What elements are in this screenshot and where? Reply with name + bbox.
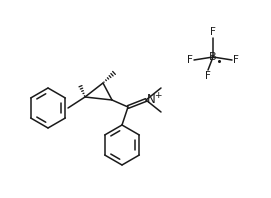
Text: B: B: [209, 52, 217, 62]
Text: F: F: [233, 55, 239, 65]
Text: F: F: [210, 27, 216, 37]
Text: F: F: [187, 55, 193, 65]
Text: N: N: [147, 92, 156, 106]
Text: F: F: [205, 71, 211, 81]
Text: +: +: [154, 90, 162, 100]
